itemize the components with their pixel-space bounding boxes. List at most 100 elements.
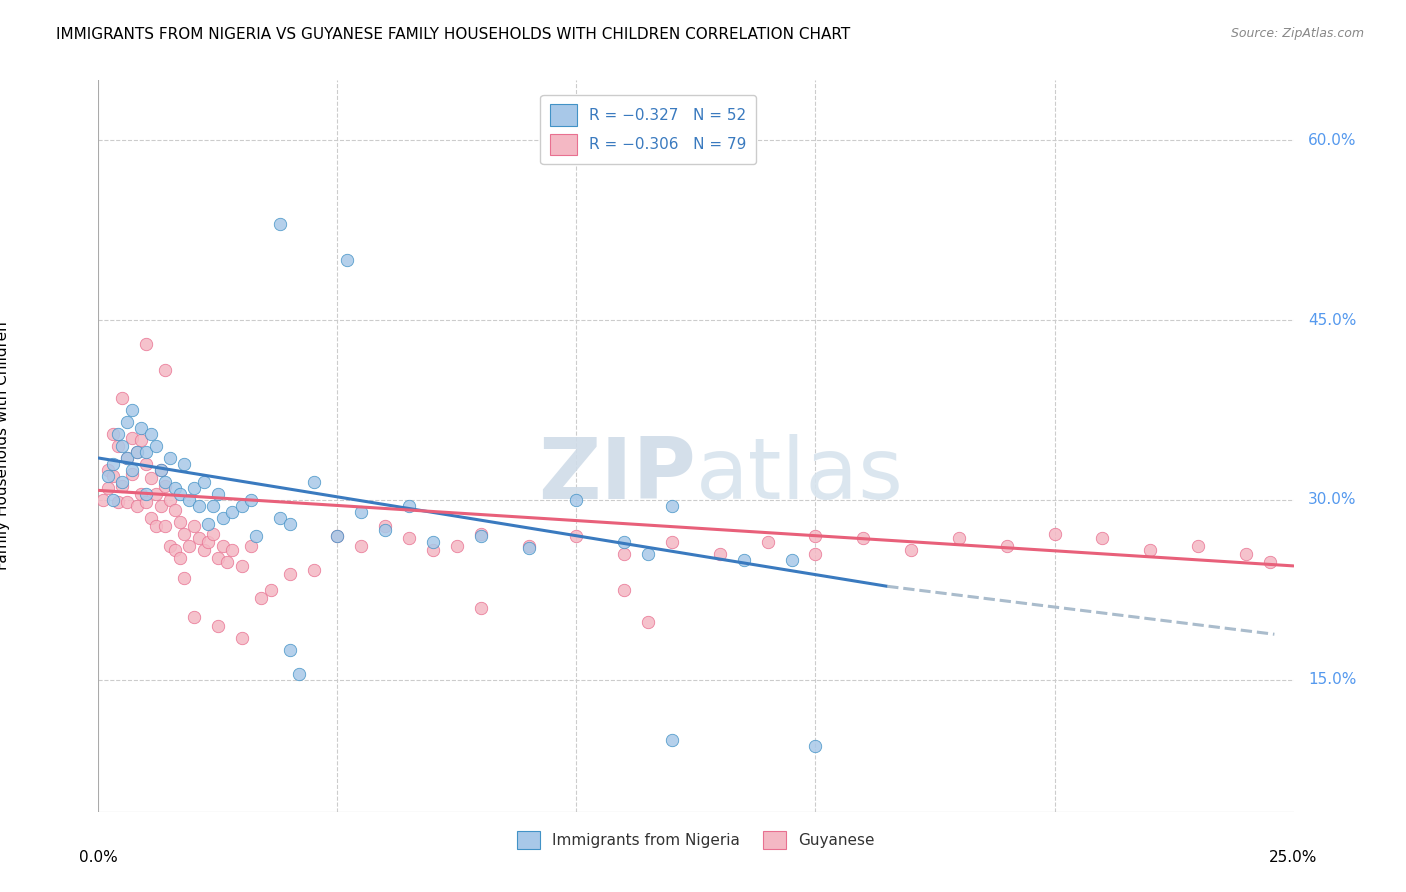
Legend: Immigrants from Nigeria, Guyanese: Immigrants from Nigeria, Guyanese	[510, 824, 882, 855]
Point	[121, 431, 143, 445]
Point	[661, 732, 683, 747]
Point	[470, 600, 492, 615]
Point	[183, 519, 205, 533]
Point	[121, 403, 143, 417]
Point	[135, 445, 157, 459]
Point	[565, 529, 588, 543]
Point	[163, 543, 186, 558]
Point	[163, 481, 186, 495]
Point	[159, 450, 181, 465]
Point	[221, 505, 243, 519]
Point	[1234, 547, 1257, 561]
Text: 15.0%: 15.0%	[1308, 673, 1357, 688]
Point	[350, 505, 373, 519]
Point	[259, 582, 281, 597]
Text: ZIP: ZIP	[538, 434, 696, 516]
Point	[374, 519, 396, 533]
Point	[149, 463, 172, 477]
Point	[91, 492, 114, 507]
Point	[240, 492, 263, 507]
Point	[159, 539, 181, 553]
Text: IMMIGRANTS FROM NIGERIA VS GUYANESE FAMILY HOUSEHOLDS WITH CHILDREN CORRELATION : IMMIGRANTS FROM NIGERIA VS GUYANESE FAMI…	[56, 27, 851, 42]
Point	[733, 553, 755, 567]
Point	[115, 450, 138, 465]
Point	[131, 433, 153, 447]
Point	[107, 427, 129, 442]
Point	[350, 539, 373, 553]
Point	[101, 457, 124, 471]
Point	[517, 541, 540, 555]
Point	[278, 567, 301, 582]
Point	[183, 481, 205, 495]
Point	[302, 562, 325, 576]
Point	[135, 457, 157, 471]
Point	[470, 526, 492, 541]
Point	[149, 499, 172, 513]
Point	[207, 550, 229, 565]
Point	[159, 492, 181, 507]
Point	[422, 543, 444, 558]
Point	[326, 529, 349, 543]
Point	[302, 475, 325, 489]
Point	[211, 511, 233, 525]
Point	[804, 547, 827, 561]
Point	[661, 499, 683, 513]
Point	[187, 532, 209, 546]
Point	[374, 523, 396, 537]
Point	[1043, 526, 1066, 541]
Point	[101, 492, 124, 507]
Point	[111, 439, 134, 453]
Point	[804, 529, 827, 543]
Point	[145, 519, 167, 533]
Point	[1187, 539, 1209, 553]
Point	[115, 495, 138, 509]
Text: atlas: atlas	[696, 434, 904, 516]
Point	[97, 463, 120, 477]
Point	[637, 547, 659, 561]
Point	[135, 487, 157, 501]
Point	[131, 421, 153, 435]
Point	[269, 511, 291, 525]
Point	[202, 526, 225, 541]
Point	[125, 445, 148, 459]
Text: 45.0%: 45.0%	[1308, 312, 1357, 327]
Point	[804, 739, 827, 753]
Point	[278, 643, 301, 657]
Point	[900, 543, 922, 558]
Point	[121, 467, 143, 481]
Point	[169, 487, 191, 501]
Point	[709, 547, 731, 561]
Point	[1258, 555, 1281, 569]
Point	[111, 391, 134, 405]
Point	[422, 535, 444, 549]
Point	[613, 535, 636, 549]
Point	[111, 478, 134, 492]
Point	[613, 547, 636, 561]
Point	[101, 469, 124, 483]
Point	[1091, 532, 1114, 546]
Point	[107, 495, 129, 509]
Point	[169, 550, 191, 565]
Point	[139, 511, 162, 525]
Point	[139, 471, 162, 485]
Point	[217, 555, 239, 569]
Point	[193, 475, 215, 489]
Point	[187, 499, 209, 513]
Point	[470, 529, 492, 543]
Point	[245, 529, 267, 543]
Point	[107, 439, 129, 453]
Point	[115, 415, 138, 429]
Point	[155, 363, 177, 377]
Point	[250, 591, 273, 606]
Text: Family Households with Children: Family Households with Children	[0, 322, 10, 570]
Point	[613, 582, 636, 597]
Point	[115, 450, 138, 465]
Point	[661, 535, 683, 549]
Point	[169, 515, 191, 529]
Point	[197, 516, 219, 531]
Point	[517, 539, 540, 553]
Point	[780, 553, 803, 567]
Point	[231, 499, 253, 513]
Point	[202, 499, 225, 513]
Point	[398, 499, 420, 513]
